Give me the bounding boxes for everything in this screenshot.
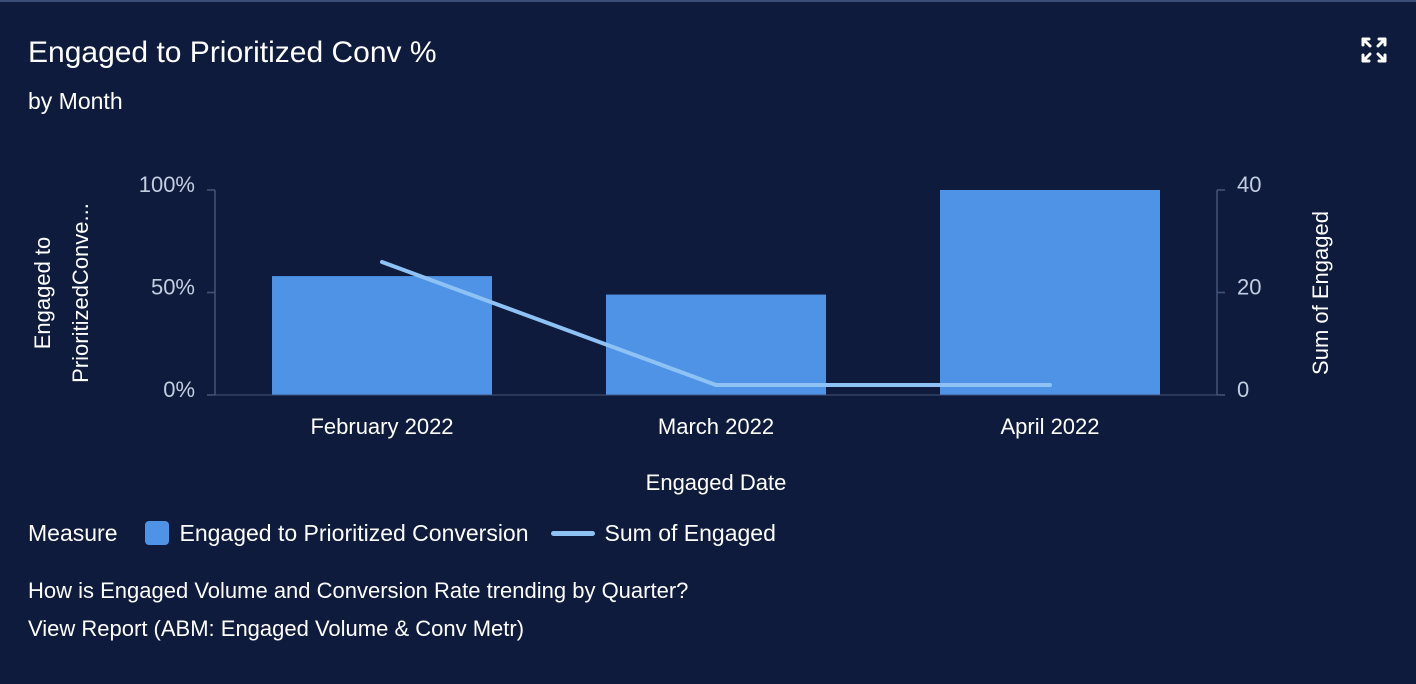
legend-label: Sum of Engaged [604,519,776,546]
top-border [0,0,1416,2]
bar[interactable] [606,294,826,395]
legend: Measure Engaged to Prioritized Conversio… [28,516,798,550]
bar[interactable] [272,276,492,395]
expand-icon [1361,37,1387,63]
left-axis-title-line: PrioritizedConve... [68,203,93,383]
x-axis-title: Engaged Date [646,470,787,495]
legend-item-engaged-to-prioritized-conversion[interactable]: Engaged to Prioritized Conversion [145,519,529,547]
bar[interactable] [940,190,1160,395]
left-tick-label: 0% [163,377,195,402]
legend-label: Engaged to Prioritized Conversion [179,519,529,546]
x-tick-label: February 2022 [310,414,453,439]
x-tick-label: March 2022 [658,414,774,439]
right-axis-title: Sum of Engaged [1308,211,1333,375]
legend-title: Measure [28,519,118,546]
x-tick-label: April 2022 [1000,414,1099,439]
right-tick-label: 40 [1237,172,1261,197]
chart-subtitle: by Month [28,88,123,114]
line-series-sum-of-engaged[interactable] [380,260,1052,387]
right-tick-label: 20 [1237,274,1261,299]
insight-question: How is Engaged Volume and Conversion Rat… [28,578,689,603]
legend-swatch-line [550,530,595,536]
expand-button[interactable] [1360,36,1388,64]
view-report-link[interactable]: View Report (ABM: Engaged Volume & Conv … [28,616,525,641]
legend-item-sum-of-engaged[interactable]: Sum of Engaged [550,519,776,547]
left-axis-title-line: Engaged to [30,237,55,350]
left-tick-label: 50% [151,274,195,299]
left-axis-title: Engaged to PrioritizedConve... [30,203,93,383]
right-tick-label: 0 [1237,377,1249,402]
legend-swatch-bar [145,521,170,545]
left-tick-label: 100% [139,172,195,197]
chart-title: Engaged to Prioritized Conv % [28,36,437,69]
